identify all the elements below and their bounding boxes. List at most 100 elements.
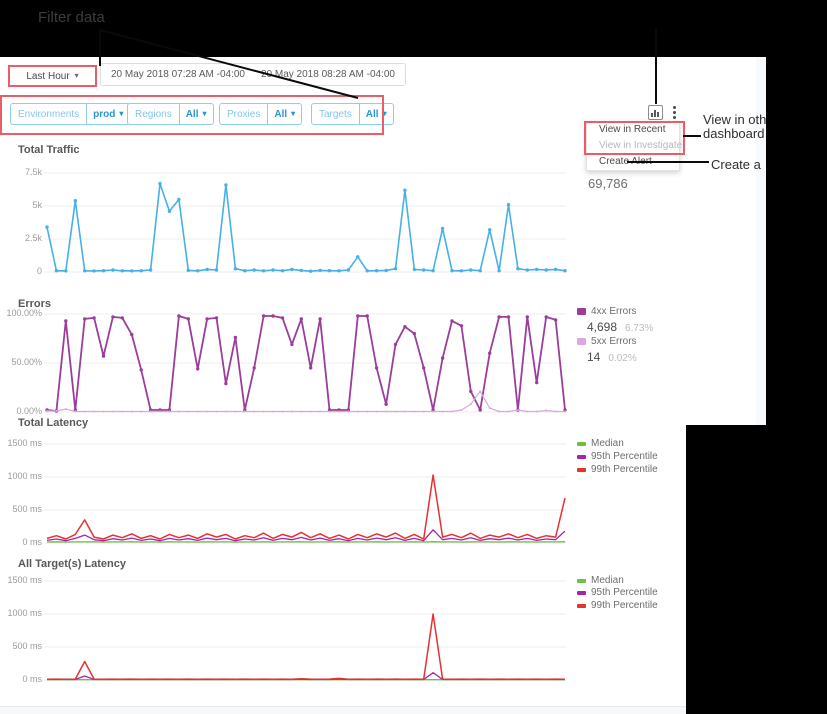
data-point — [337, 269, 341, 273]
data-point — [440, 226, 445, 231]
value-count: 4,698 — [587, 320, 618, 334]
data-point — [432, 410, 435, 413]
data-point — [385, 410, 388, 413]
data-point — [149, 410, 152, 413]
data-point — [214, 268, 219, 272]
date-end: 20 May 2018 08:28 AM -04:00 — [260, 69, 395, 80]
ytick: 500 ms — [12, 641, 42, 651]
data-point — [215, 410, 218, 413]
data-point — [252, 268, 256, 272]
time-range-dropdown[interactable]: Last Hour ▾ — [8, 65, 97, 87]
data-point — [309, 269, 313, 273]
legend-item-median: Median — [577, 438, 624, 449]
data-point — [393, 342, 398, 347]
data-point — [365, 269, 369, 273]
data-point — [101, 354, 106, 358]
filter-environments[interactable]: Environments prod ▾ — [10, 103, 131, 125]
data-point — [243, 410, 246, 413]
legend-swatch-5xx — [577, 338, 586, 345]
data-point — [374, 366, 379, 370]
data-point — [525, 315, 529, 319]
data-point — [167, 209, 172, 213]
data-point — [469, 389, 473, 394]
data-point — [130, 332, 134, 337]
data-point — [234, 410, 237, 413]
filter-targets[interactable]: Targets All ▾ — [311, 103, 394, 125]
data-point — [290, 342, 294, 347]
data-point — [205, 267, 209, 272]
filter-proxies[interactable]: Proxies All ▾ — [219, 103, 303, 125]
data-point — [102, 410, 105, 413]
filter-value-dropdown[interactable]: All ▾ — [267, 104, 301, 124]
filter-label: Environments — [18, 108, 80, 120]
data-point — [83, 317, 87, 321]
data-point — [554, 410, 557, 413]
menu-item-create-alert[interactable]: Create Alert — [599, 156, 652, 167]
data-point — [177, 314, 181, 318]
time-range-label: Last Hour — [26, 70, 70, 82]
legend-swatch-p95 — [577, 454, 586, 459]
data-point — [507, 410, 510, 413]
bar-chart-icon — [654, 110, 656, 117]
data-point — [158, 408, 162, 412]
chevron-down-icon: ▾ — [119, 109, 124, 118]
data-point — [74, 410, 77, 413]
ytick: 5k — [32, 200, 42, 210]
data-point — [214, 316, 219, 320]
data-point — [224, 183, 228, 187]
date-range-picker[interactable]: 20 May 2018 07:28 AM -04:00 20 May 2018 … — [100, 63, 406, 86]
data-point — [488, 351, 492, 355]
data-point — [64, 319, 68, 323]
legend-item-p99: 99th Percentile — [577, 600, 658, 611]
data-point — [422, 410, 425, 413]
data-point — [111, 315, 115, 319]
data-point — [177, 410, 180, 413]
data-point — [290, 410, 293, 413]
data-point — [356, 314, 360, 318]
filter-value-dropdown[interactable]: All ▾ — [358, 104, 393, 124]
scrollbar-track[interactable] — [756, 57, 766, 425]
data-point — [111, 410, 114, 413]
data-point — [177, 197, 181, 202]
chart-title-total-latency: Total Latency — [18, 417, 89, 429]
data-point — [271, 268, 275, 272]
ytick: 0 ms — [22, 674, 42, 684]
data-point — [45, 225, 49, 229]
filter-regions[interactable]: Regions All ▾ — [127, 103, 214, 125]
data-point — [478, 408, 482, 412]
filter-value-dropdown[interactable]: prod ▾ — [86, 104, 129, 124]
filter-value: prod — [93, 108, 116, 120]
filter-value-dropdown[interactable]: All ▾ — [178, 104, 213, 124]
data-point — [280, 316, 285, 320]
date-start: 20 May 2018 07:28 AM -04:00 — [111, 69, 245, 80]
data-point — [327, 408, 332, 412]
data-point — [92, 316, 96, 320]
ytick: 1000 ms — [7, 471, 42, 481]
data-point — [73, 199, 78, 203]
menu-item-view-in-recent[interactable]: View in Recent — [599, 124, 666, 135]
apigee-dashboard-screenshot: Last Hour ▾ 20 May 2018 07:28 AM -04:00 … — [0, 57, 766, 714]
view-chart-button[interactable] — [648, 105, 663, 120]
legend-item-p95: 95th Percentile — [577, 451, 658, 462]
data-point — [93, 410, 96, 413]
data-point — [187, 410, 190, 413]
legend-label: 95th Percentile — [591, 451, 658, 462]
data-point — [431, 269, 435, 273]
all-target-s-latency-series-3 — [46, 613, 566, 680]
legend-value-5xx: 14 0.02% — [587, 350, 637, 364]
legend-label: 5xx Errors — [591, 336, 637, 347]
data-point — [261, 314, 266, 318]
data-point — [55, 410, 58, 412]
data-point — [262, 410, 265, 413]
data-point — [525, 268, 529, 272]
legend-label: 95th Percentile — [591, 587, 658, 598]
data-point — [140, 410, 143, 413]
total-latency-series-2 — [46, 529, 566, 542]
data-point — [337, 408, 341, 412]
data-point — [281, 410, 284, 413]
legend-label: 99th Percentile — [591, 600, 658, 611]
data-point — [403, 325, 407, 329]
more-options-menu-icon[interactable] — [669, 104, 679, 120]
data-point — [224, 410, 227, 413]
menu-item-view-in-investigate[interactable]: View in Investigate — [599, 140, 683, 151]
